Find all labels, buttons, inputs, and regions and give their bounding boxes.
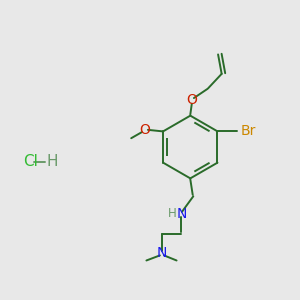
Text: N: N bbox=[176, 207, 187, 220]
Text: Cl: Cl bbox=[23, 154, 38, 169]
Text: Br: Br bbox=[241, 124, 256, 138]
Text: O: O bbox=[139, 123, 150, 137]
Text: H: H bbox=[46, 154, 58, 169]
Text: H: H bbox=[168, 207, 177, 220]
Text: O: O bbox=[186, 93, 197, 107]
Text: N: N bbox=[157, 246, 167, 260]
